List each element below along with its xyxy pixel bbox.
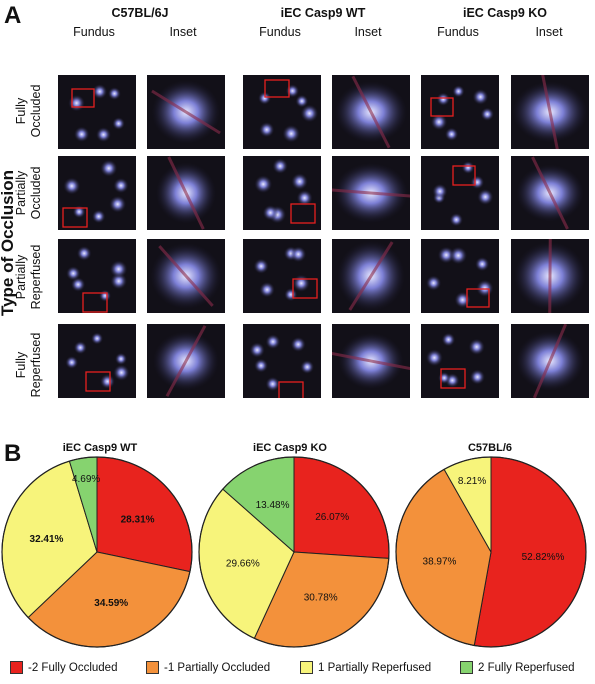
group-title-c57: C57BL/6J	[111, 6, 169, 20]
col-label-inset-1: Inset	[169, 25, 197, 39]
pie-slice-label: 30.78%	[304, 592, 338, 603]
legend-item-partially-occluded: -1 Partially Occluded	[146, 661, 270, 674]
row-label-fully-reperfused: Fully Reperfused	[14, 325, 44, 405]
col-label-fundus-3: Fundus	[437, 25, 479, 39]
fundus-image	[58, 324, 136, 398]
legend-label: -2 Fully Occluded	[28, 661, 118, 674]
fundus-image	[421, 156, 499, 230]
group-title-wt: iEC Casp9 WT	[280, 6, 366, 20]
legend-swatch	[300, 661, 313, 674]
legend-swatch	[460, 661, 473, 674]
fundus-image	[421, 324, 499, 398]
inset-image	[332, 239, 410, 313]
pie-title-ko: iEC Casp9 KO	[253, 442, 327, 454]
row-label-line2: Reperfused	[29, 332, 43, 398]
panel-a-letter: A	[4, 2, 22, 29]
fundus-image	[243, 75, 321, 149]
row-label-fully-occluded: Fully Occluded	[14, 71, 44, 151]
pie-title-wt: iEC Casp9 WT	[62, 442, 138, 454]
inset-image	[511, 324, 589, 398]
inset-image	[332, 324, 410, 398]
fundus-image	[58, 75, 136, 149]
fundus-image	[243, 156, 321, 230]
row-label-line1: Fully	[14, 97, 28, 125]
row-label-line2: Occluded	[29, 166, 43, 220]
legend-label: 1 Partially Reperfused	[318, 661, 432, 674]
legend-swatch	[10, 661, 23, 674]
col-label-inset-2: Inset	[354, 25, 382, 39]
panel-b-letter: B	[4, 440, 22, 467]
pie-slice-label: 29.66%	[226, 558, 260, 569]
row-label-partially-reperfused: Partially Reperfused	[14, 237, 44, 317]
group-title-ko: iEC Casp9 KO	[462, 6, 548, 20]
inset-image	[147, 156, 225, 230]
legend-label: -1 Partially Occluded	[164, 661, 271, 674]
legend-item-fully-reperfused: 2 Fully Reperfused	[460, 661, 575, 674]
fundus-image	[421, 239, 499, 313]
row-label-line1: Partially	[14, 254, 28, 300]
pie-slice-label: 52.82%%	[522, 552, 565, 563]
pie-slice	[293, 456, 390, 559]
legend-label: 2 Fully Reperfused	[478, 661, 575, 674]
fundus-image	[58, 239, 136, 313]
col-label-inset-3: Inset	[535, 25, 563, 39]
legend-item-partially-reperfused: 1 Partially Reperfused	[300, 661, 431, 674]
inset-image	[147, 75, 225, 149]
inset-image	[332, 75, 410, 149]
legend-item-fully-occluded: -2 Fully Occluded	[10, 661, 117, 674]
pie-slice-label: 26.07%	[315, 512, 349, 523]
fundus-image	[243, 239, 321, 313]
pie-slice-label: 38.97%	[423, 556, 457, 567]
row-label-partially-occluded: Partially Occluded	[14, 153, 44, 233]
legend: -2 Fully Occluded -1 Partially Occluded …	[10, 661, 595, 679]
inset-image	[147, 239, 225, 313]
col-label-fundus-1: Fundus	[73, 25, 115, 39]
row-label-line1: Partially	[14, 170, 28, 216]
fundus-image	[58, 156, 136, 230]
row-label-line1: Fully	[14, 351, 28, 379]
row-label-line2: Reperfused	[29, 244, 43, 310]
pie-charts: 28.31% 34.59% 32.41% 4.69% 26.07% 30.78% 29.66…	[1, 456, 587, 648]
col-label-fundus-2: Fundus	[259, 25, 301, 39]
pie-slice-label: 34.59%	[94, 598, 128, 609]
fundus-image	[421, 75, 499, 149]
inset-image	[511, 75, 589, 149]
pie-outline	[198, 456, 390, 648]
inset-image	[511, 156, 589, 230]
pie-outline	[395, 456, 587, 648]
inset-image	[332, 156, 410, 230]
inset-image	[511, 239, 589, 313]
row-label-line2: Occluded	[29, 84, 43, 138]
pie-title-c57: C57BL/6	[467, 442, 513, 454]
pie-outline	[1, 456, 193, 648]
fundus-image	[243, 324, 321, 398]
pie-slice-label: 28.31%	[121, 515, 155, 526]
inset-image	[147, 324, 225, 398]
pie-slice-label: 13.48%	[256, 500, 290, 511]
pie-slice-label: 4.69%	[72, 474, 100, 485]
pie-slice-label: 8.21%	[458, 476, 486, 487]
legend-swatch	[146, 661, 159, 674]
pie-slice-label: 32.41%	[30, 534, 64, 545]
